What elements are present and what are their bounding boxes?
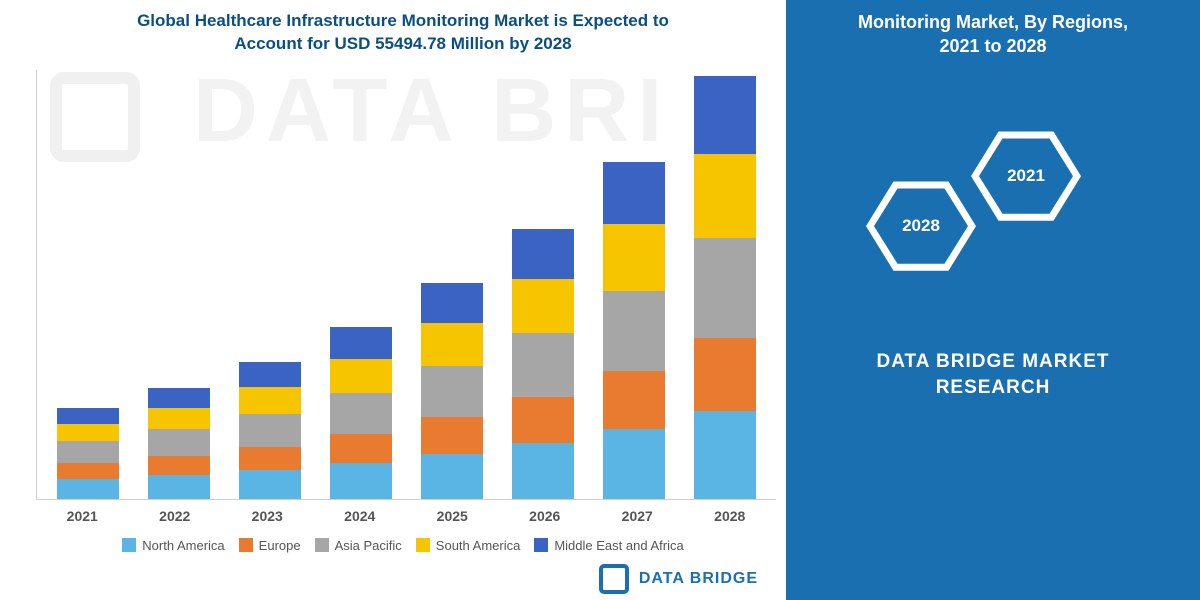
bar-column (148, 388, 210, 499)
legend-item: North America (122, 538, 224, 553)
bar-column (57, 408, 119, 499)
bar-segment (239, 387, 301, 414)
legend-label: South America (436, 538, 521, 553)
bar-segment (57, 424, 119, 441)
legend-swatch (534, 538, 548, 552)
bar-segment (330, 463, 392, 499)
chart-plot-area (36, 70, 776, 500)
legend-item: Asia Pacific (315, 538, 402, 553)
bar-segment (421, 366, 483, 417)
bar-segment (148, 475, 210, 499)
legend-label: Europe (259, 538, 301, 553)
bar-column (694, 76, 756, 499)
x-axis-label: 2021 (51, 508, 113, 524)
bar-segment (603, 291, 665, 371)
bar-segment (694, 411, 756, 499)
side-panel: Monitoring Market, By Regions, 2021 to 2… (786, 0, 1200, 600)
bar-column (603, 162, 665, 499)
hexagon-a-inner: 2028 (874, 186, 968, 266)
bar-segment (57, 441, 119, 463)
bar-segment (512, 333, 574, 397)
bar-segment (694, 154, 756, 238)
bar-segment (421, 283, 483, 323)
brand-name: DATA BRIDGE MARKET RESEARCH (806, 349, 1180, 402)
bar-column (239, 362, 301, 499)
side-panel-title: Monitoring Market, By Regions, 2021 to 2… (806, 10, 1180, 59)
hexagon-b-inner: 2021 (979, 136, 1073, 216)
brand-line2: RESEARCH (936, 377, 1051, 398)
bar-column (512, 229, 574, 499)
bar-segment (512, 397, 574, 443)
bar-segment (330, 359, 392, 393)
bar-segment (421, 323, 483, 366)
legend-item: Middle East and Africa (534, 538, 683, 553)
bar-segment (239, 447, 301, 470)
bar-segment (603, 371, 665, 429)
bar-segment (57, 463, 119, 479)
bar-segment (148, 408, 210, 429)
bar-segment (239, 414, 301, 447)
bar-segment (421, 454, 483, 499)
bar-segment (603, 224, 665, 291)
legend-item: South America (416, 538, 521, 553)
bar-segment (694, 238, 756, 338)
side-title-line1: Monitoring Market, By Regions, (858, 12, 1128, 32)
bar-segment (330, 434, 392, 463)
x-axis-label: 2024 (329, 508, 391, 524)
bar-segment (330, 327, 392, 359)
bar-segment (512, 443, 574, 499)
hexagon-a-outer: 2028 (866, 179, 976, 274)
x-axis-label: 2028 (699, 508, 761, 524)
legend-item: Europe (239, 538, 301, 553)
bar-segment (239, 470, 301, 499)
bar-segment (57, 408, 119, 424)
legend-swatch (416, 538, 430, 552)
hexagon-b-label: 2021 (1007, 166, 1045, 186)
bar-segment (239, 362, 301, 387)
bar-segment (148, 388, 210, 408)
chart-panel: Global Healthcare Infrastructure Monitor… (0, 0, 786, 600)
bar-segment (57, 479, 119, 499)
bars-container (37, 70, 776, 499)
legend-label: Asia Pacific (335, 538, 402, 553)
footer-brand-text: DATA BRIDGE (639, 570, 758, 588)
bar-segment (421, 417, 483, 454)
bar-segment (603, 162, 665, 224)
bar-segment (148, 456, 210, 475)
bar-segment (148, 429, 210, 456)
x-axis-label: 2025 (421, 508, 483, 524)
chart-title-line1: Global Healthcare Infrastructure Monitor… (137, 11, 669, 30)
page-container: Global Healthcare Infrastructure Monitor… (0, 0, 1200, 600)
footer-logo-icon (599, 564, 629, 594)
chart-title-line2: Account for USD 55494.78 Million by 2028 (234, 34, 571, 53)
bar-segment (694, 338, 756, 411)
hexagon-b-outer: 2021 (971, 129, 1081, 224)
legend-label: North America (142, 538, 224, 553)
bar-segment (694, 76, 756, 154)
brand-line1: DATA BRIDGE MARKET (877, 351, 1110, 372)
legend-label: Middle East and Africa (554, 538, 683, 553)
x-axis-label: 2022 (144, 508, 206, 524)
bar-column (421, 283, 483, 499)
bar-segment (603, 429, 665, 499)
footer-brand: DATA BRIDGE (599, 564, 758, 594)
hexagon-a-label: 2028 (902, 216, 940, 236)
legend-swatch (315, 538, 329, 552)
chart-title: Global Healthcare Infrastructure Monitor… (30, 10, 776, 56)
bar-segment (330, 393, 392, 434)
side-title-line2: 2021 to 2028 (939, 36, 1046, 56)
hexagon-graphic: 2028 2021 (806, 109, 1180, 309)
chart-legend: North America Europe Asia Pacific South Ame… (30, 538, 776, 553)
bar-segment (512, 279, 574, 333)
x-axis-labels: 2021 2022 2023 2024 2025 2026 2027 2028 (36, 508, 776, 524)
x-axis-label: 2023 (236, 508, 298, 524)
legend-swatch (122, 538, 136, 552)
x-axis-label: 2027 (606, 508, 668, 524)
bar-column (330, 327, 392, 499)
bar-segment (512, 229, 574, 279)
x-axis-label: 2026 (514, 508, 576, 524)
legend-swatch (239, 538, 253, 552)
